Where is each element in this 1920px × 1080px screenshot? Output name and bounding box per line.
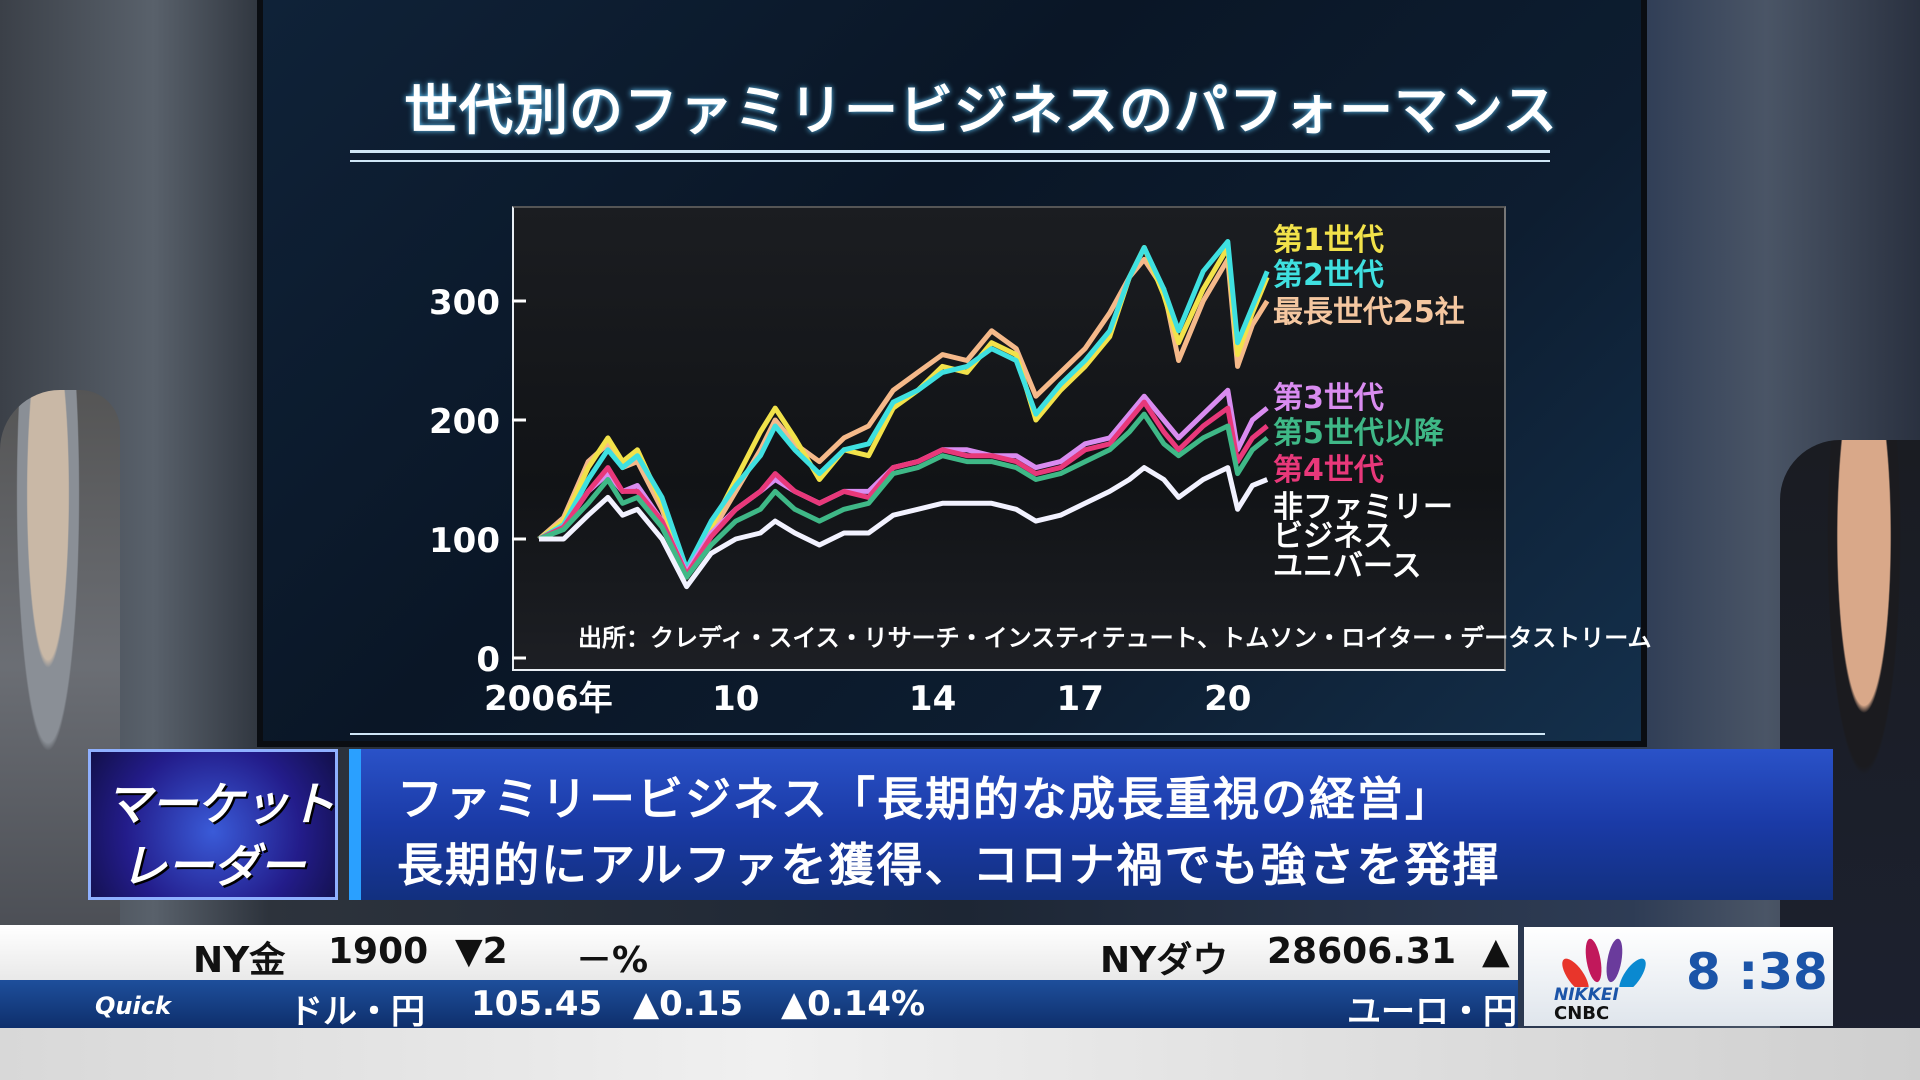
chart-source: 出所：クレディ・スイス・リサーチ・インスティテュート、トムソン・ロイター・データ…	[578, 624, 1652, 652]
ticker-change: ▼2	[455, 931, 508, 972]
ticker-bottom-row: Quick ドル・円 105.45 ▲0.15 ▲0.14% ユーロ・円	[0, 980, 1518, 1028]
legend-entry: ユニバース	[1273, 549, 1422, 584]
legend-entry: 非ファミリー	[1273, 490, 1453, 525]
ticker-label: ドル・円	[289, 992, 425, 1028]
ticker-top-row: NY金 1900 ▼2 －% NYダウ 28606.31 ▲	[0, 925, 1518, 980]
ticker-label: NY金	[193, 940, 286, 980]
legend-entry: 第3世代	[1273, 381, 1384, 416]
ticker-change: ▲	[1482, 931, 1510, 972]
ticker-value: 105.45	[471, 984, 603, 1024]
legend-entry: 第5世代以降	[1273, 416, 1444, 451]
ticker-percent: －%	[576, 940, 649, 980]
caption-line1: ファミリービジネス「長期的な成長重視の経営」	[397, 772, 1453, 826]
caption-line2: 長期的にアルファを獲得、コロナ禍でも強さを発揮	[397, 838, 1501, 892]
ticker-value: 28606.31	[1267, 931, 1457, 972]
segment-logo-line2: レーダー	[121, 839, 305, 893]
chart-title: 世代別のファミリービジネスのパフォーマンス	[404, 79, 1558, 142]
network-bug: NIKKEI CNBC 8 :38	[1524, 927, 1833, 1026]
quick-logo: Quick	[95, 992, 171, 1020]
legend-entry: 第2世代	[1273, 258, 1384, 293]
caption-banner: ファミリービジネス「長期的な成長重視の経営」 長期的にアルファを獲得、コロナ禍で…	[349, 749, 1833, 900]
studio-desk	[0, 1028, 1920, 1080]
peacock-logo-icon	[1562, 938, 1646, 987]
legend-entry: 第1世代	[1273, 223, 1384, 258]
ticker-change: ▲0.15	[633, 984, 744, 1024]
segment-logo: マーケット レーダー	[88, 749, 338, 900]
ticker-value: 1900	[328, 931, 429, 972]
segment-logo-line1: マーケット	[105, 777, 335, 831]
legend-entry: 第4世代	[1273, 453, 1384, 488]
title-underline-2	[350, 160, 1550, 162]
legend-entry: 最長世代25社	[1273, 295, 1465, 330]
clock: 8 :38	[1686, 943, 1828, 1001]
nikkei-text: NIKKEI	[1554, 985, 1619, 1005]
title-underline	[350, 150, 1550, 153]
ticker-label: NYダウ	[1100, 940, 1229, 980]
chart-bottom-line	[350, 733, 1545, 735]
ticker-percent: ▲0.14%	[781, 984, 926, 1024]
legend-entry: ビジネス	[1273, 519, 1393, 554]
cnbc-text: CNBC	[1554, 1003, 1610, 1024]
ticker-label: ユーロ・円	[1347, 992, 1517, 1028]
